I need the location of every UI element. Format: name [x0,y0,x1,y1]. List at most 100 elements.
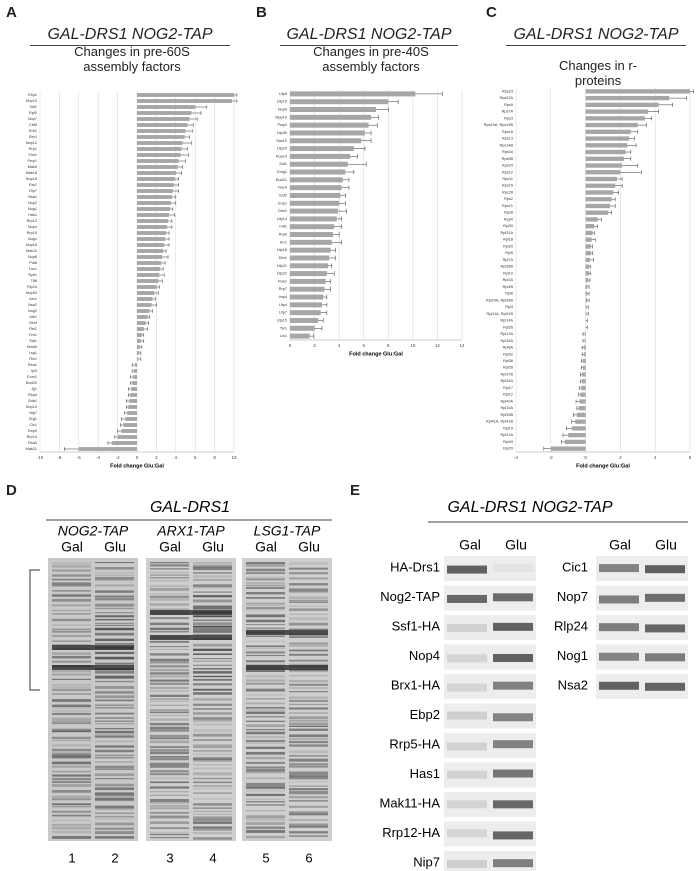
bar [137,357,138,361]
category-label: Rrp9 [279,233,287,237]
error-bar [333,232,340,237]
gel-band [150,648,189,651]
gel [146,558,236,841]
bracket [29,569,40,691]
error-bar [350,154,358,159]
blot-band [447,829,487,838]
gel-band [246,562,285,565]
gel-band [150,790,189,793]
gel-band [52,707,91,710]
bar [137,93,234,97]
bar-chart: 0 2 4 6 8 10 12 14 Utp8 Utp10 Nop9 Mpp10 Pwp2 Utp30 Sa… [275,90,465,357]
blot-band [447,770,487,779]
error-bar [609,203,616,208]
gel-band [246,731,285,735]
bar [137,339,141,343]
error-bar [576,406,579,411]
gel-band [52,712,91,715]
gel-band [95,836,134,839]
gel-band [95,574,134,577]
gel-band [150,798,189,802]
category-label: Rps28 [502,190,513,194]
x-tick-label: 4 [338,343,341,348]
gel-band [150,584,189,588]
category-label: Rps12 [502,170,513,174]
gel-band [289,755,328,757]
panel-label: E [350,482,361,499]
category-label: Cic1 [29,423,37,427]
gel-band [289,728,328,731]
gel-band [193,697,232,701]
gel-band [193,683,232,686]
blot-band [645,653,685,662]
gel-band [150,764,189,768]
gel-band [95,572,134,574]
error-bar [128,393,131,397]
protein-label: Rlp24 [554,618,588,633]
category-label: Rpf2 [29,111,37,115]
gel-band [150,564,189,567]
protein-label: Rrp12-HA [382,825,440,840]
gel-band [289,792,328,795]
gel-band [95,607,134,610]
category-label: Pwp2 [278,123,288,127]
gel-band [193,692,232,695]
error-bar [587,284,590,289]
category-label: Nop53 [26,291,37,295]
bar [550,446,586,451]
error-bar [364,130,372,136]
gel-band [193,821,232,824]
bar [290,130,365,136]
gel-band [246,720,285,722]
bar [135,363,137,367]
category-label: Ytm1 [28,153,37,157]
gel-band [52,565,91,568]
bar [290,271,327,277]
error-bar [195,105,208,109]
gel-band [52,777,91,781]
gel-band [193,675,232,678]
category-label: Rok1 [278,279,287,283]
gel-band [246,751,285,755]
gel-band [95,704,134,707]
gel-band [52,631,91,633]
gel-band [289,774,328,778]
error-bar [580,379,583,384]
gel-band [150,833,189,836]
bar [117,435,137,439]
gel-band [246,651,285,654]
gel-band [289,707,328,710]
protein-label: Cic1 [562,559,588,574]
category-label: Rpl43 [503,440,513,444]
gel-band [289,831,328,834]
gel-band [95,805,134,809]
gel-band [246,592,285,595]
bar [290,325,315,331]
gel-band [193,630,232,633]
error-bar [321,302,328,308]
bar [137,351,139,355]
gel-band [193,653,232,655]
gel-band [193,708,232,710]
bar [585,277,589,283]
gel-band [52,803,91,806]
bar [137,321,146,325]
bar [133,375,137,379]
gel-band [150,653,189,656]
category-label: Utp7 [279,311,287,315]
gel-band [150,711,189,714]
gel-band [95,619,134,621]
error-bar [589,257,594,262]
bar [585,95,670,101]
gel-band [246,576,285,579]
error-bar [131,369,135,373]
condition-label: Glu [104,539,126,555]
bar [290,99,389,105]
gel-band [289,649,328,652]
blot-band [599,564,639,573]
category-label: Sqt1 [29,339,37,343]
bar [137,177,175,181]
gel-band [193,729,232,733]
gel-band [95,761,134,763]
error-bar [630,129,639,134]
